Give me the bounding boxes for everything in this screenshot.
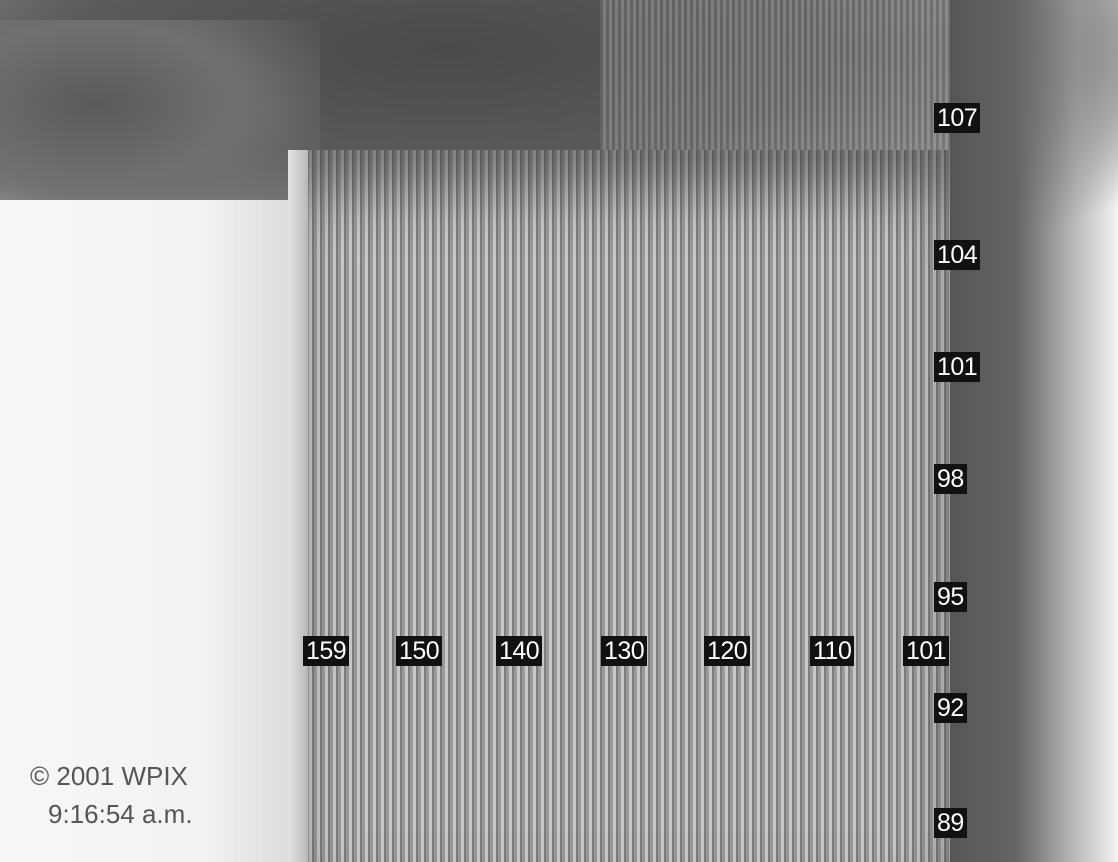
floor-label-92: 92 [934, 693, 967, 723]
column-label-101: 101 [903, 636, 950, 666]
floor-label-95: 95 [934, 582, 967, 612]
column-label-110: 110 [810, 636, 855, 666]
floor-label-89: 89 [934, 808, 967, 838]
floor-label-101: 101 [934, 352, 981, 382]
column-label-140: 140 [496, 636, 543, 666]
tower-upper-facade [600, 0, 950, 160]
column-label-159: 159 [303, 636, 350, 666]
column-label-150: 150 [396, 636, 443, 666]
smoke-cloud-left [0, 20, 320, 230]
column-label-120: 120 [704, 636, 751, 666]
floor-label-107: 107 [934, 103, 981, 133]
copyright-caption: © 2001 WPIX [30, 761, 188, 791]
floor-label-104: 104 [934, 240, 981, 270]
timestamp-caption: 9:16:54 a.m. [48, 799, 193, 829]
column-label-130: 130 [601, 636, 648, 666]
tower-facade [290, 150, 950, 862]
floor-label-98: 98 [934, 464, 967, 494]
white-cloud-left [0, 200, 300, 862]
smoke-plume-right [950, 0, 1118, 862]
tower-corner-edge [288, 150, 308, 862]
